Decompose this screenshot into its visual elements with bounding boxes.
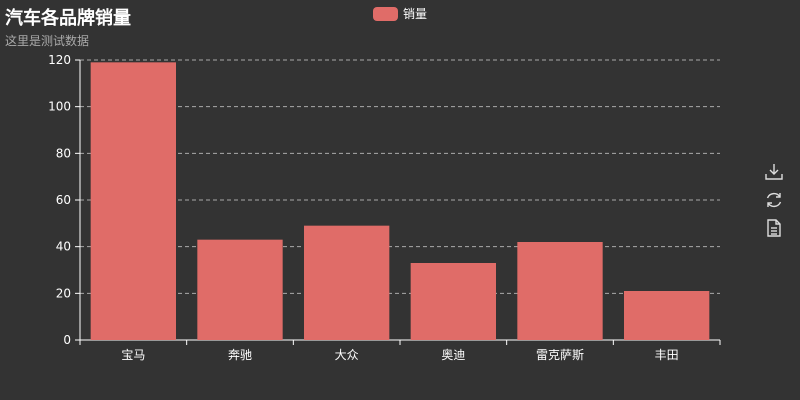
- x-tick-label: 奔驰: [228, 348, 252, 362]
- legend-swatch: [373, 6, 398, 21]
- bar[interactable]: [517, 242, 603, 340]
- y-tick-label: 20: [56, 286, 71, 300]
- legend-item[interactable]: 销量: [373, 5, 427, 22]
- y-tick-label: 0: [63, 333, 71, 347]
- download-icon[interactable]: [764, 162, 784, 181]
- y-tick-label: 80: [56, 146, 71, 160]
- y-tick-label: 120: [48, 53, 71, 67]
- x-tick-label: 大众: [335, 348, 359, 362]
- x-tick-label: 宝马: [121, 348, 145, 362]
- x-tick-label: 奥迪: [441, 348, 465, 362]
- x-tick-label: 雷克萨斯: [536, 348, 584, 362]
- bar[interactable]: [90, 62, 176, 340]
- legend-label: 销量: [403, 7, 428, 21]
- bar[interactable]: [624, 291, 710, 340]
- bar[interactable]: [197, 239, 283, 340]
- data-view-icon[interactable]: [764, 218, 784, 237]
- chart-subtitle: 这里是测试数据: [5, 34, 90, 48]
- y-tick-label: 60: [56, 193, 71, 207]
- bar[interactable]: [410, 263, 496, 340]
- bar[interactable]: [304, 225, 390, 340]
- refresh-icon[interactable]: [764, 190, 784, 209]
- chart-title: 汽车各品牌销量: [5, 8, 131, 29]
- x-tick-label: 丰田: [655, 348, 679, 362]
- toolbox: [764, 162, 784, 237]
- y-tick-label: 40: [56, 240, 71, 254]
- y-tick-label: 100: [48, 100, 71, 114]
